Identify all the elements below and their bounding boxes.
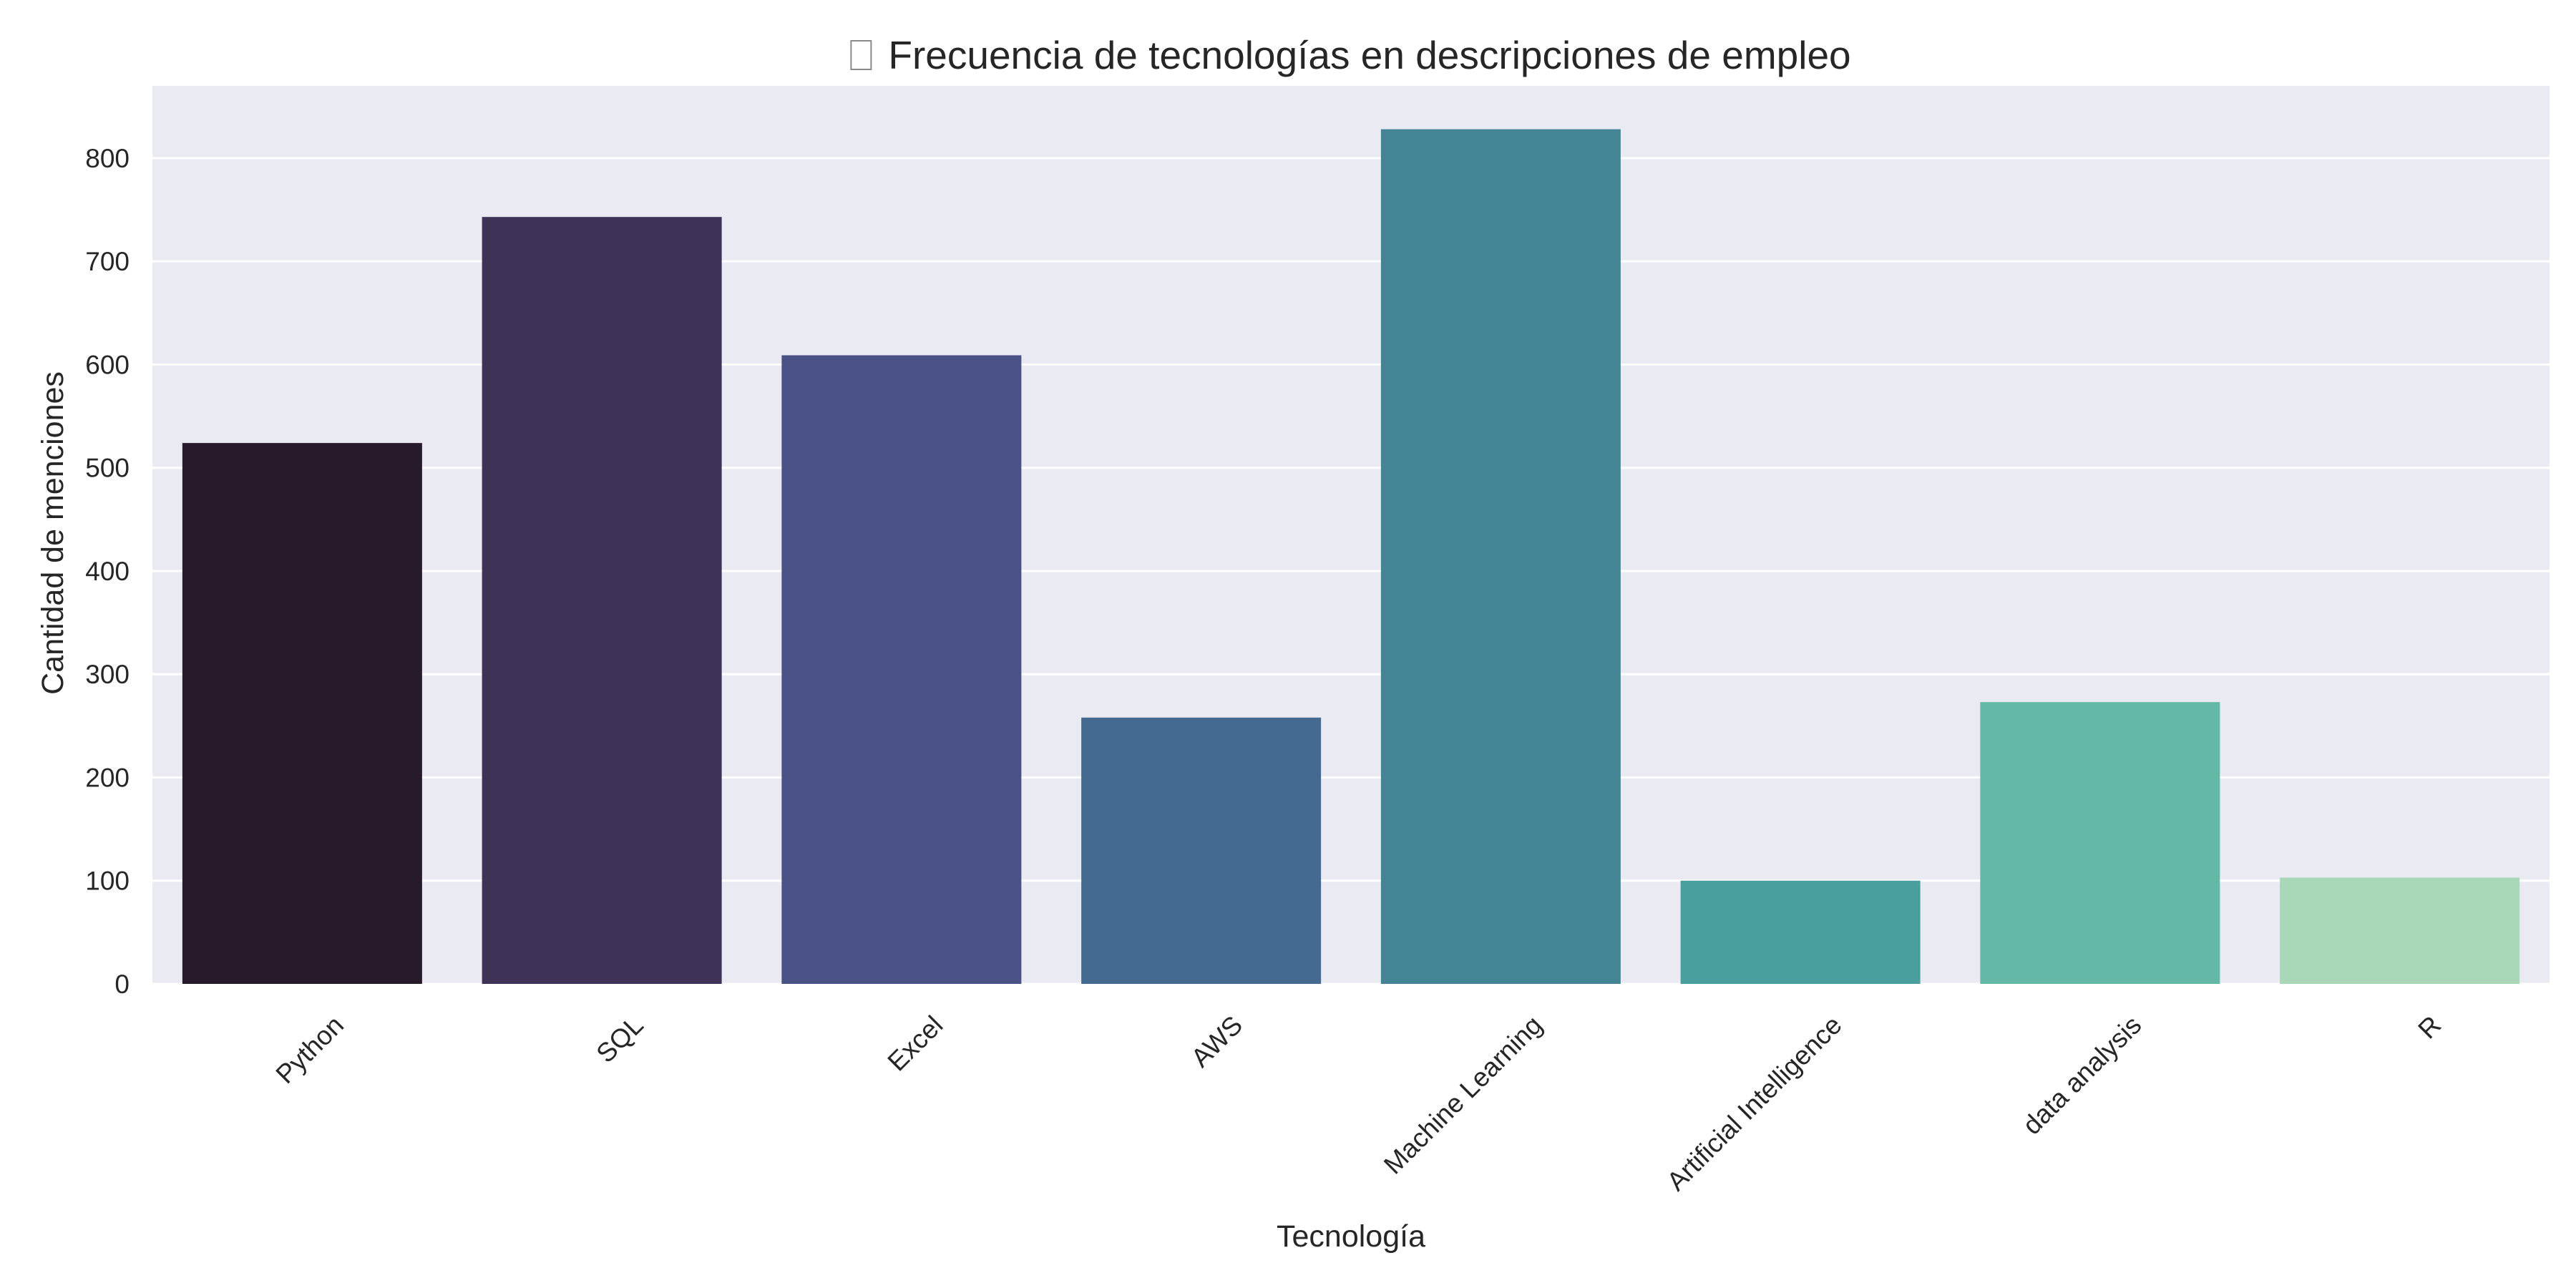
chart-title-group: Frecuencia de tecnologías en descripcion… bbox=[850, 33, 1851, 77]
missing-glyph-icon bbox=[850, 40, 872, 70]
x-tick-label: Machine Learning bbox=[1378, 1010, 1548, 1180]
y-tick-label: 200 bbox=[85, 763, 130, 792]
x-tick-label: Artificial Intelligence bbox=[1662, 1010, 1848, 1196]
bar-sql bbox=[482, 217, 722, 984]
y-tick-label: 400 bbox=[85, 557, 130, 586]
y-axis-ticks: 0 100 200 300 400 500 600 700 800 bbox=[85, 144, 130, 999]
bar-aws bbox=[1081, 717, 1322, 984]
x-tick-label: data analysis bbox=[2017, 1010, 2147, 1141]
y-tick-label: 500 bbox=[85, 454, 130, 483]
bar-r bbox=[2280, 877, 2520, 984]
y-tick-label: 0 bbox=[114, 970, 130, 999]
x-tick-label: Excel bbox=[882, 1010, 949, 1077]
x-tick-label: Python bbox=[270, 1010, 349, 1089]
x-tick-label: AWS bbox=[1186, 1010, 1249, 1073]
x-axis-ticks: Python SQL Excel AWS Machine Learning Artific… bbox=[270, 1010, 2447, 1196]
x-axis-label: Tecnología bbox=[1277, 1219, 1425, 1254]
y-tick-label: 100 bbox=[85, 867, 130, 896]
y-tick-label: 600 bbox=[85, 350, 130, 379]
x-tick-label: R bbox=[2412, 1010, 2446, 1045]
bar-data-analysis bbox=[1980, 702, 2220, 984]
bar-artificial-intelligence bbox=[1680, 880, 1921, 984]
bar-machine-learning bbox=[1380, 129, 1621, 985]
y-axis-label: Cantidad de menciones bbox=[36, 371, 70, 695]
chart-title: Frecuencia de tecnologías en descripcion… bbox=[888, 33, 1850, 77]
bar-excel bbox=[781, 355, 1022, 984]
bar-python bbox=[182, 443, 422, 984]
x-tick-label: SQL bbox=[590, 1010, 648, 1068]
y-tick-label: 700 bbox=[85, 247, 130, 276]
y-tick-label: 800 bbox=[85, 144, 130, 173]
y-tick-label: 300 bbox=[85, 660, 130, 689]
bars bbox=[182, 129, 2520, 985]
